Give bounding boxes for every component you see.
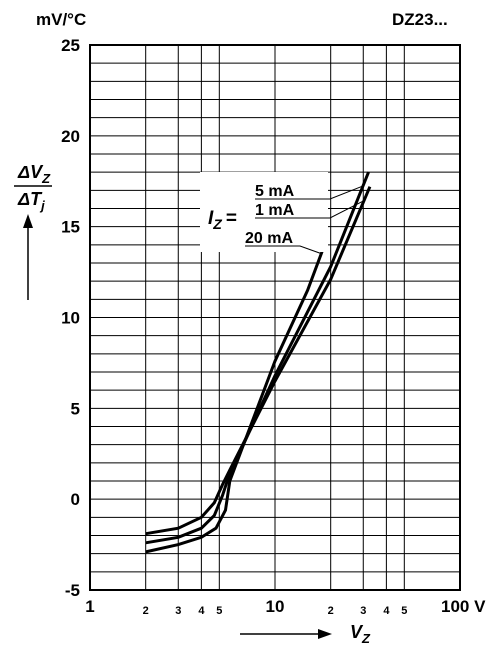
x-tick-label: 1 — [85, 597, 94, 616]
y-tick-label: -5 — [65, 581, 80, 600]
y-tick-label: 20 — [61, 127, 80, 146]
y-tick-label: 15 — [61, 218, 80, 237]
legend-label: 5 mA — [255, 183, 295, 200]
legend-label: 1 mA — [255, 202, 295, 219]
x-tick-label: 2 — [143, 605, 149, 617]
chart-title: DZ23... — [392, 10, 448, 29]
legend-leader — [255, 185, 363, 200]
legend-background — [200, 172, 328, 252]
y-tick-label: 5 — [71, 399, 80, 418]
y-tick-label: 10 — [61, 309, 80, 328]
curve — [145, 186, 372, 536]
y-tick-label: 0 — [71, 490, 80, 509]
x-tick-label: 10 — [266, 597, 285, 616]
y-arrow-head — [23, 214, 33, 228]
x-tick-label: 5 — [216, 605, 222, 617]
x-tick-label: 3 — [175, 605, 181, 617]
y-label-denominator: ΔTj — [17, 189, 45, 213]
x-arrow-head — [318, 629, 332, 639]
y-tick-label: 25 — [61, 36, 80, 55]
plot-frame — [89, 44, 461, 591]
x-tick-label: 100 V — [441, 597, 486, 616]
legend-leader — [245, 245, 321, 254]
x-tick-label: 5 — [401, 605, 407, 617]
y-label-numerator: ΔVZ — [17, 162, 51, 186]
legend-title: IZ = — [208, 208, 237, 232]
legend-leader — [255, 200, 365, 219]
x-tick-label: 3 — [360, 605, 366, 617]
y-unit: mV/°C — [36, 10, 86, 29]
curve — [145, 238, 329, 554]
y-axis-label: ΔVZ ΔTj — [14, 162, 52, 213]
x-tick-label: 2 — [328, 605, 334, 617]
x-tick-label: 4 — [198, 605, 205, 617]
x-tick-label: 4 — [383, 605, 390, 617]
x-axis-label: VZ — [350, 622, 371, 646]
legend-label: 20 mA — [245, 230, 293, 247]
curve — [145, 171, 370, 545]
